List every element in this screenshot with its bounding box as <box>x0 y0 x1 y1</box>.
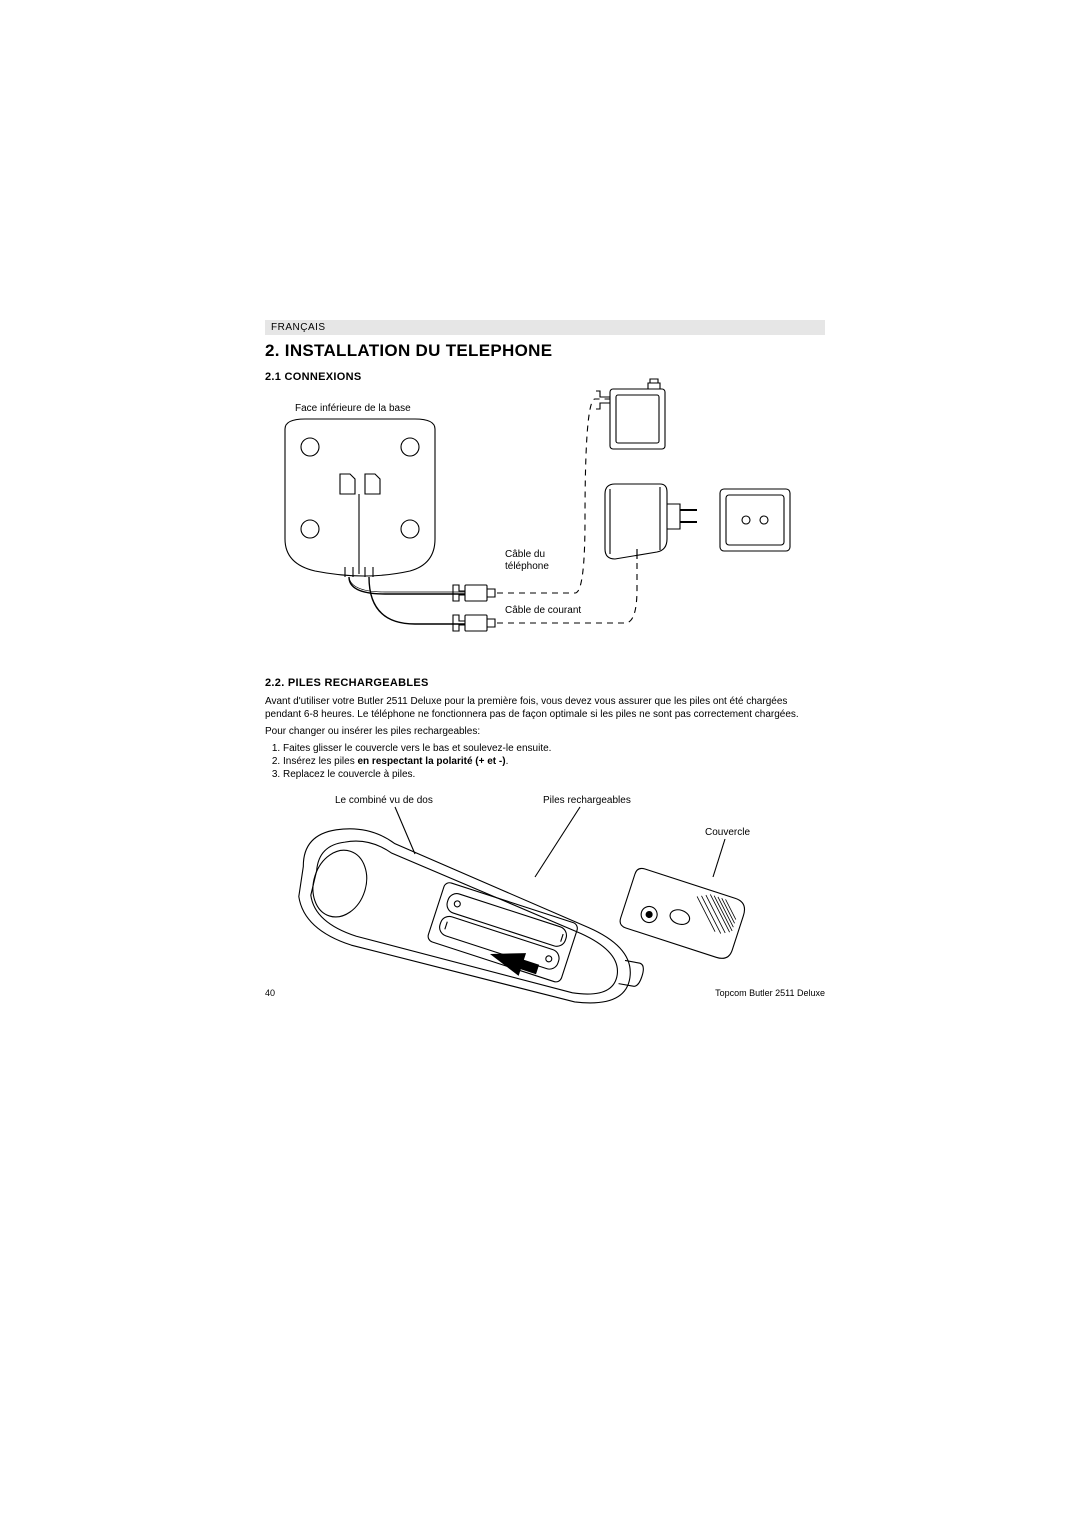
step-2-bold: en respectant la polarité (+ et -) <box>357 756 505 767</box>
step-2-prefix: Insérez les piles <box>283 756 357 767</box>
subheading-piles: 2.2. PILES RECHARGEABLES <box>265 677 825 689</box>
step-3: Replacez le couvercle à piles. <box>283 768 825 781</box>
steps-list: Faites glisser le couvercle vers le bas … <box>265 742 825 781</box>
figure-connexions: Face inférieure de la base Câble du télé… <box>265 389 825 649</box>
subheading-connexions: 2.1 CONNEXIONS <box>265 371 825 383</box>
page-content: FRANÇAIS 2. INSTALLATION DU TELEPHONE 2.… <box>265 320 825 1029</box>
label-batteries: Piles rechargeables <box>543 795 631 807</box>
step-2: Insérez les piles en respectant la polar… <box>283 755 825 768</box>
label-base-underside: Face inférieure de la base <box>295 403 411 415</box>
page-number: 40 <box>265 988 275 998</box>
steps-intro: Pour changer ou insérer les piles rechar… <box>265 725 825 738</box>
label-power-cable: Câble de courant <box>505 605 581 617</box>
footer-product: Topcom Butler 2511 Deluxe <box>715 988 825 998</box>
step-1: Faites glisser le couvercle vers le bas … <box>283 742 825 755</box>
label-handset-back: Le combiné vu de dos <box>335 795 433 807</box>
section-title: 2. INSTALLATION DU TELEPHONE <box>265 341 825 361</box>
label-phone-cable: Câble du téléphone <box>505 549 549 573</box>
page-footer: 40 Topcom Butler 2511 Deluxe <box>265 988 825 998</box>
manual-page: FRANÇAIS 2. INSTALLATION DU TELEPHONE 2.… <box>0 0 1080 1528</box>
intro-paragraph: Avant d'utiliser votre Butler 2511 Delux… <box>265 695 825 721</box>
step-2-suffix: . <box>506 756 509 767</box>
label-cover: Couvercle <box>705 827 750 839</box>
language-bar: FRANÇAIS <box>265 320 825 335</box>
